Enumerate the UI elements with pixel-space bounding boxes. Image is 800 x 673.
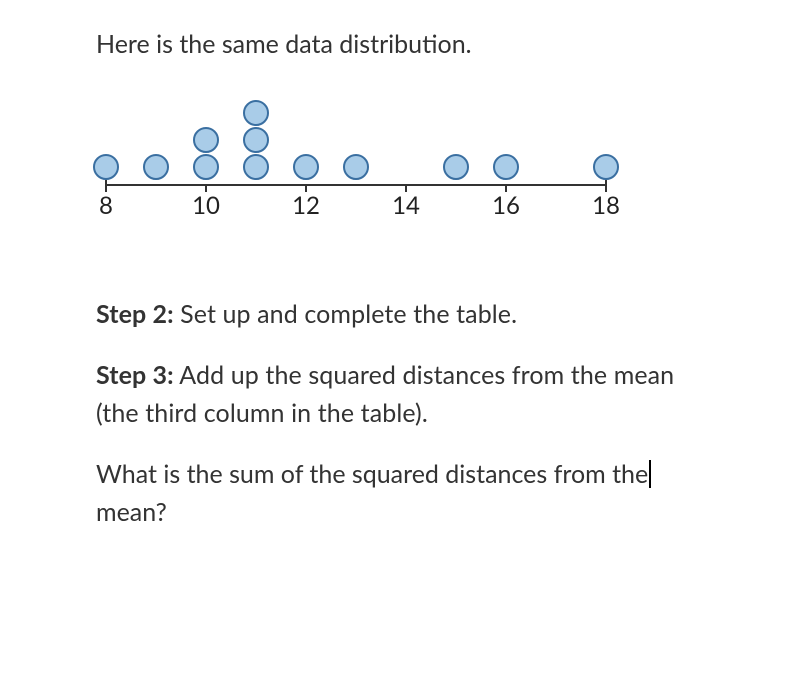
- step-2-text: Set up and complete the table.: [174, 299, 517, 329]
- step-2: Step 2: Set up and complete the table.: [96, 296, 800, 334]
- question-line2: mean?: [96, 497, 167, 527]
- data-dot: [243, 100, 269, 126]
- data-dot: [193, 154, 219, 180]
- dot-stack: [93, 153, 119, 180]
- dot-stack: [143, 153, 169, 180]
- step-3-label: Step 3:: [96, 360, 174, 390]
- text-cursor: [649, 460, 651, 488]
- data-dot: [243, 154, 269, 180]
- step-3-text-line1: Add up the squared distances from the me…: [174, 360, 675, 390]
- data-dot: [443, 154, 469, 180]
- axis-tick-label: 12: [292, 191, 320, 220]
- axis-tick-label: 18: [592, 191, 620, 220]
- data-dot: [93, 154, 119, 180]
- axis-tick-label: 8: [99, 191, 113, 220]
- dot-stack: [243, 99, 269, 180]
- dot-stack: [593, 153, 619, 180]
- data-dot: [293, 154, 319, 180]
- question-line1: What is the sum of the squared distances…: [96, 459, 648, 489]
- data-dot: [593, 154, 619, 180]
- axis-tick-label: 10: [192, 191, 220, 220]
- steps-block: Step 2: Set up and complete the table. S…: [96, 296, 800, 433]
- page-root: Here is the same data distribution. 8101…: [0, 0, 800, 673]
- dot-stack: [293, 153, 319, 180]
- step-3-text-line2: (the third column in the table).: [96, 398, 428, 428]
- intro-text: Here is the same data distribution.: [96, 28, 800, 62]
- dot-stack: [193, 126, 219, 180]
- axis-tick-label: 16: [492, 191, 520, 220]
- question-text: What is the sum of the squared distances…: [96, 456, 800, 531]
- data-dot: [193, 127, 219, 153]
- data-dot: [243, 127, 269, 153]
- dot-stack: [443, 153, 469, 180]
- axis-tick-label: 14: [392, 191, 420, 220]
- step-3: Step 3: Add up the squared distances fro…: [96, 357, 800, 432]
- data-dot: [143, 154, 169, 180]
- dot-stack: [343, 153, 369, 180]
- dot-plot: 81012141618: [96, 88, 616, 208]
- x-axis-line: [106, 184, 606, 186]
- data-dot: [493, 154, 519, 180]
- step-2-label: Step 2:: [96, 299, 174, 329]
- dot-stack: [493, 153, 519, 180]
- data-dot: [343, 154, 369, 180]
